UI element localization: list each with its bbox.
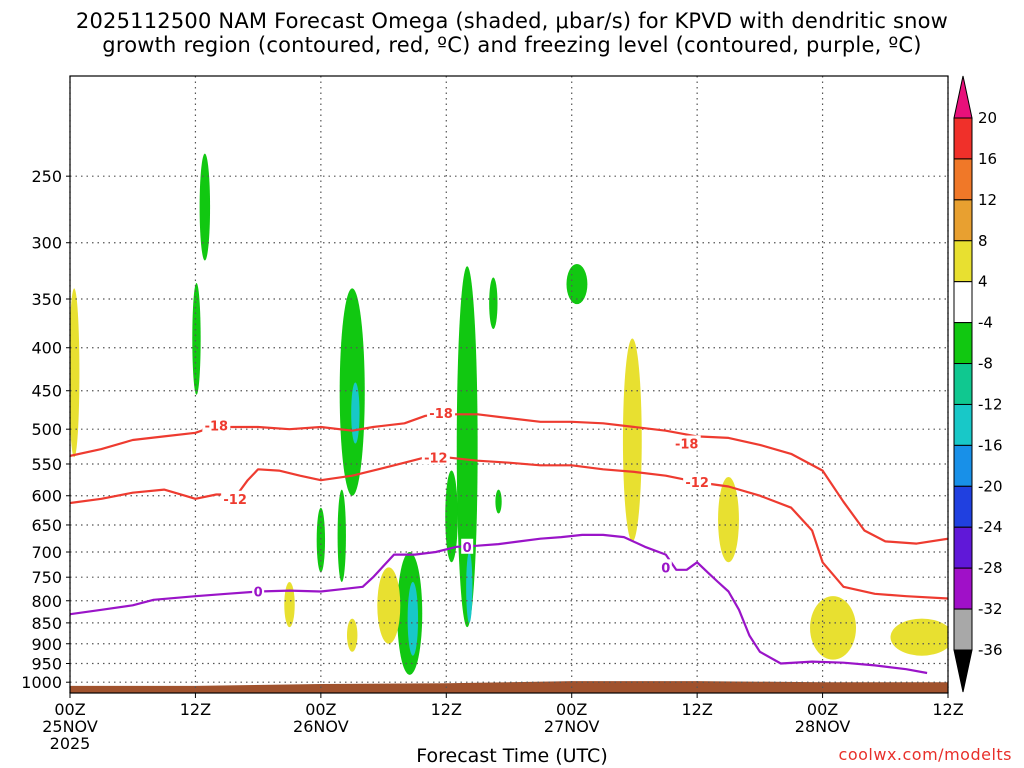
- contour-label: -18: [205, 420, 229, 435]
- colorbar-swatch: [953, 322, 973, 365]
- yellow-blob-8: [890, 618, 948, 656]
- x-tick-label: 00Z: [807, 700, 838, 719]
- green-blob-6: [456, 266, 478, 628]
- y-tick-label: 700: [31, 543, 62, 562]
- contour-label: -12: [685, 476, 709, 491]
- yellow-blob-7: [810, 596, 857, 660]
- x-tick-label: 2025: [50, 734, 91, 753]
- y-tick-label: 600: [31, 487, 62, 506]
- chart-title-line2: growth region (contoured, red, ºC) and f…: [102, 33, 922, 57]
- colorbar-swatch: [953, 281, 973, 324]
- y-tick-label: 500: [31, 420, 62, 439]
- colorbar-bottom-arrow: [953, 649, 973, 693]
- green-blob-4: [337, 489, 346, 583]
- yellow-blob-1: [70, 288, 80, 458]
- contour-label: -18: [429, 407, 453, 422]
- contour-minus18: [70, 413, 948, 545]
- colorbar-swatch: [953, 608, 973, 651]
- contour-zero: [70, 533, 928, 675]
- green-blob-8: [489, 277, 498, 330]
- green-blob-7: [445, 470, 458, 563]
- y-tick-label: 850: [31, 614, 62, 633]
- yellow-blob-2: [284, 582, 295, 628]
- x-axis-title: Forecast Time (UTC): [416, 745, 608, 767]
- y-tick-label: 1000: [21, 673, 62, 692]
- x-tick-label: 28NOV: [795, 717, 851, 736]
- colorbar-swatch: [953, 363, 973, 405]
- colorbar-swatch: [953, 117, 973, 160]
- y-tick-label: 400: [31, 339, 62, 358]
- plot-frame: [69, 75, 949, 694]
- green-blob-1: [199, 153, 211, 261]
- x-tick-label: 00Z: [556, 700, 587, 719]
- contour-label: 0: [254, 586, 263, 601]
- y-tick-label: 450: [31, 382, 62, 401]
- y-tick-label: 800: [31, 592, 62, 611]
- credit-text: coolwx.com/modelts: [838, 745, 1012, 764]
- colorbar-label: -8: [978, 355, 993, 373]
- colorbar-swatch: [953, 444, 973, 487]
- yellow-blob-3: [377, 567, 401, 644]
- colorbar-label: -24: [978, 518, 1003, 536]
- yellow-blob-4: [346, 618, 358, 652]
- y-tick-label: 750: [31, 568, 62, 587]
- colorbar-swatch: [953, 526, 973, 569]
- contour-minus12: [70, 456, 948, 600]
- x-tick-label: 27NOV: [544, 717, 600, 736]
- colorbar-top-arrow: [953, 75, 973, 119]
- contour-label: -12: [424, 451, 448, 466]
- colorbar-label: 16: [978, 150, 997, 168]
- x-tick-label: 25NOV: [42, 717, 98, 736]
- x-tick-label: 12Z: [932, 700, 963, 719]
- contour-label: -18: [675, 438, 699, 453]
- x-tick-label: 26NOV: [293, 717, 349, 736]
- y-tick-label: 900: [31, 635, 62, 654]
- colorbar-label: -12: [978, 395, 1003, 413]
- colorbar-swatch: [953, 240, 973, 283]
- y-tick-label: 650: [31, 516, 62, 535]
- teal-blob-2: [466, 552, 473, 623]
- colorbar-label: 8: [978, 232, 988, 250]
- colorbar-swatch: [953, 403, 973, 446]
- colorbar-label: -16: [978, 436, 1003, 454]
- y-tick-label: 550: [31, 455, 62, 474]
- teal-blob-3: [351, 382, 360, 444]
- yellow-blob-5: [622, 338, 642, 542]
- x-tick-label: 12Z: [180, 700, 211, 719]
- teal-blob-1: [407, 582, 419, 656]
- green-blob-5: [316, 507, 326, 573]
- green-blob-2: [192, 283, 201, 395]
- colorbar-label: -36: [978, 641, 1003, 659]
- colorbar-swatch: [953, 158, 973, 201]
- colorbar-label: -4: [978, 314, 993, 332]
- colorbar-label: 4: [978, 273, 988, 291]
- y-tick-label: 250: [31, 167, 62, 186]
- colorbar-swatch: [953, 199, 973, 242]
- green-blob-10: [495, 489, 502, 514]
- x-tick-label: 12Z: [431, 700, 462, 719]
- yellow-blob-6: [718, 477, 739, 563]
- x-tick-label: 12Z: [681, 700, 712, 719]
- x-tick-label: 00Z: [54, 700, 85, 719]
- contour-label: 0: [661, 561, 670, 576]
- green-blob-9: [566, 263, 588, 305]
- green-blob-3: [339, 288, 365, 496]
- y-tick-label: 300: [31, 234, 62, 253]
- colorbar-label: -32: [978, 600, 1003, 618]
- contour-label: -12: [223, 493, 247, 508]
- colorbar-label: -20: [978, 477, 1003, 495]
- colorbar-label: -28: [978, 559, 1003, 577]
- colorbar-label: 20: [978, 109, 997, 127]
- x-tick-label: 00Z: [305, 700, 336, 719]
- y-tick-label: 350: [31, 290, 62, 309]
- contour-label: 0: [463, 541, 472, 556]
- terrain-fill: [70, 681, 948, 693]
- y-tick-label: 950: [31, 654, 62, 673]
- chart-title-line1: 2025112500 NAM Forecast Omega (shaded, μ…: [75, 9, 949, 33]
- colorbar-swatch: [953, 567, 973, 610]
- colorbar-swatch: [953, 485, 973, 528]
- colorbar-label: 12: [978, 191, 997, 209]
